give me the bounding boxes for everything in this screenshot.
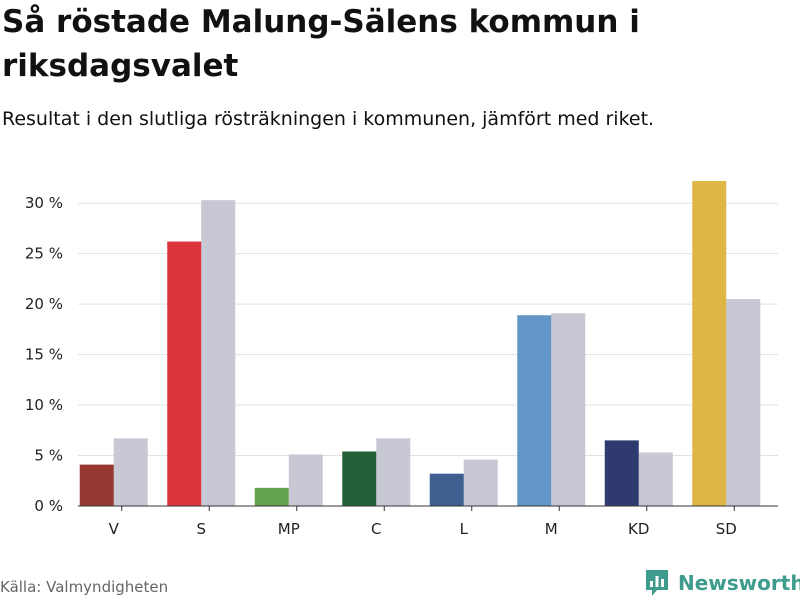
brand-logo: Newsworthy xyxy=(644,568,800,598)
bar-kommun-v xyxy=(79,464,114,506)
bar-kommun-mp xyxy=(254,487,289,506)
bar-riket-l xyxy=(463,459,498,506)
newsworthy-logo-icon xyxy=(646,570,668,596)
bar-kommun-l xyxy=(429,473,464,506)
bar-kommun-c xyxy=(342,451,377,506)
brand-name: Newsworthy xyxy=(678,571,800,595)
bar-kommun-sd xyxy=(692,180,727,506)
bar-riket-v xyxy=(113,438,148,506)
bar-riket-s xyxy=(201,200,236,507)
x-tick-label: MP xyxy=(278,520,300,538)
y-tick-label: 5 % xyxy=(34,447,63,465)
x-tick-label: M xyxy=(545,520,558,538)
x-tick-label: S xyxy=(196,520,206,538)
y-tick-label: 0 % xyxy=(34,497,63,515)
bar-riket-m xyxy=(551,313,586,506)
y-tick-label: 20 % xyxy=(25,295,63,313)
chart-title: Så röstade Malung-Sälens kommun i riksda… xyxy=(2,4,640,84)
source-note: Källa: Valmyndigheten xyxy=(0,578,169,596)
y-tick-label: 15 % xyxy=(25,346,63,364)
x-tick-label: L xyxy=(460,520,469,538)
bar-riket-kd xyxy=(638,452,673,506)
bar-riket-c xyxy=(376,438,411,506)
x-tick-label: SD xyxy=(716,520,737,538)
bar-riket-mp xyxy=(288,454,323,506)
y-tick-label: 10 % xyxy=(25,396,63,414)
x-tick-label: V xyxy=(109,520,120,538)
bar-kommun-kd xyxy=(604,440,639,506)
chart-subtitle: Resultat i den slutliga rösträkningen i … xyxy=(2,108,655,130)
x-tick-label: KD xyxy=(628,520,649,538)
bar-riket-sd xyxy=(726,299,761,506)
x-tick-label: C xyxy=(371,520,381,538)
y-tick-label: 25 % xyxy=(25,245,63,263)
bar-kommun-s xyxy=(167,241,202,506)
y-tick-label: 30 % xyxy=(25,194,63,212)
bar-kommun-m xyxy=(517,315,552,506)
